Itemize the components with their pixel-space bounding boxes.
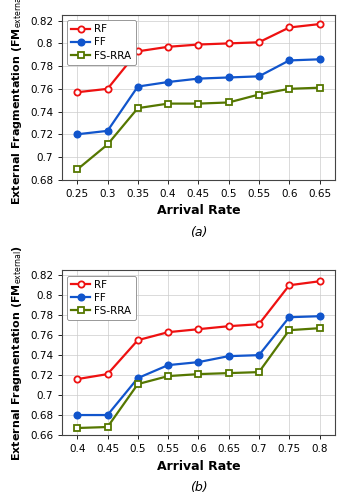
- Line: FF: FF: [74, 313, 323, 418]
- FS-RRA: [196, 371, 200, 377]
- RF: [106, 86, 110, 92]
- FF: [287, 314, 291, 320]
- X-axis label: Arrival Rate: Arrival Rate: [157, 460, 240, 472]
- FF: [136, 84, 140, 89]
- FS-RRA: [196, 100, 200, 106]
- FS-RRA: [317, 325, 322, 331]
- RF: [136, 48, 140, 54]
- FS-RRA: [136, 381, 140, 387]
- FS-RRA: [166, 100, 170, 106]
- Legend: RF, FF, FS-RRA: RF, FF, FS-RRA: [67, 20, 136, 65]
- FF: [136, 375, 140, 381]
- FF: [196, 359, 200, 365]
- FS-RRA: [317, 84, 322, 90]
- FS-RRA: [166, 373, 170, 379]
- RF: [227, 323, 231, 329]
- FF: [75, 132, 79, 138]
- FF: [227, 353, 231, 359]
- FF: [196, 76, 200, 82]
- FF: [106, 128, 110, 134]
- RF: [317, 278, 322, 284]
- RF: [106, 371, 110, 377]
- FS-RRA: [106, 424, 110, 430]
- Line: FS-RRA: FS-RRA: [74, 325, 323, 431]
- RF: [257, 40, 261, 46]
- Line: FF: FF: [74, 56, 323, 138]
- RF: [257, 321, 261, 327]
- FF: [257, 74, 261, 80]
- Y-axis label: External Fragmentation (FM$_\mathrm{external}$): External Fragmentation (FM$_\mathrm{exte…: [10, 244, 24, 460]
- FS-RRA: [257, 369, 261, 375]
- FF: [227, 74, 231, 80]
- RF: [287, 24, 291, 30]
- Line: RF: RF: [74, 278, 323, 382]
- RF: [75, 376, 79, 382]
- RF: [136, 337, 140, 343]
- FF: [75, 412, 79, 418]
- FF: [257, 352, 261, 358]
- FS-RRA: [227, 370, 231, 376]
- RF: [166, 44, 170, 50]
- FF: [317, 56, 322, 62]
- Text: (b): (b): [189, 481, 207, 494]
- FS-RRA: [257, 92, 261, 98]
- Y-axis label: External Fragmentation (FM$_\mathrm{external}$): External Fragmentation (FM$_\mathrm{exte…: [10, 0, 24, 206]
- FS-RRA: [136, 105, 140, 111]
- FS-RRA: [75, 425, 79, 431]
- Text: (a): (a): [190, 226, 207, 239]
- FF: [317, 313, 322, 319]
- FF: [106, 412, 110, 418]
- FF: [287, 58, 291, 64]
- FF: [166, 79, 170, 85]
- Legend: RF, FF, FS-RRA: RF, FF, FS-RRA: [67, 276, 136, 320]
- Line: FS-RRA: FS-RRA: [74, 84, 323, 172]
- FS-RRA: [287, 86, 291, 92]
- FS-RRA: [106, 142, 110, 148]
- RF: [166, 329, 170, 335]
- FS-RRA: [227, 100, 231, 105]
- RF: [196, 42, 200, 48]
- X-axis label: Arrival Rate: Arrival Rate: [157, 204, 240, 218]
- RF: [227, 40, 231, 46]
- RF: [196, 326, 200, 332]
- Line: RF: RF: [74, 21, 323, 96]
- FS-RRA: [75, 166, 79, 172]
- RF: [75, 89, 79, 95]
- FS-RRA: [287, 327, 291, 333]
- FF: [166, 362, 170, 368]
- RF: [287, 282, 291, 288]
- RF: [317, 21, 322, 27]
